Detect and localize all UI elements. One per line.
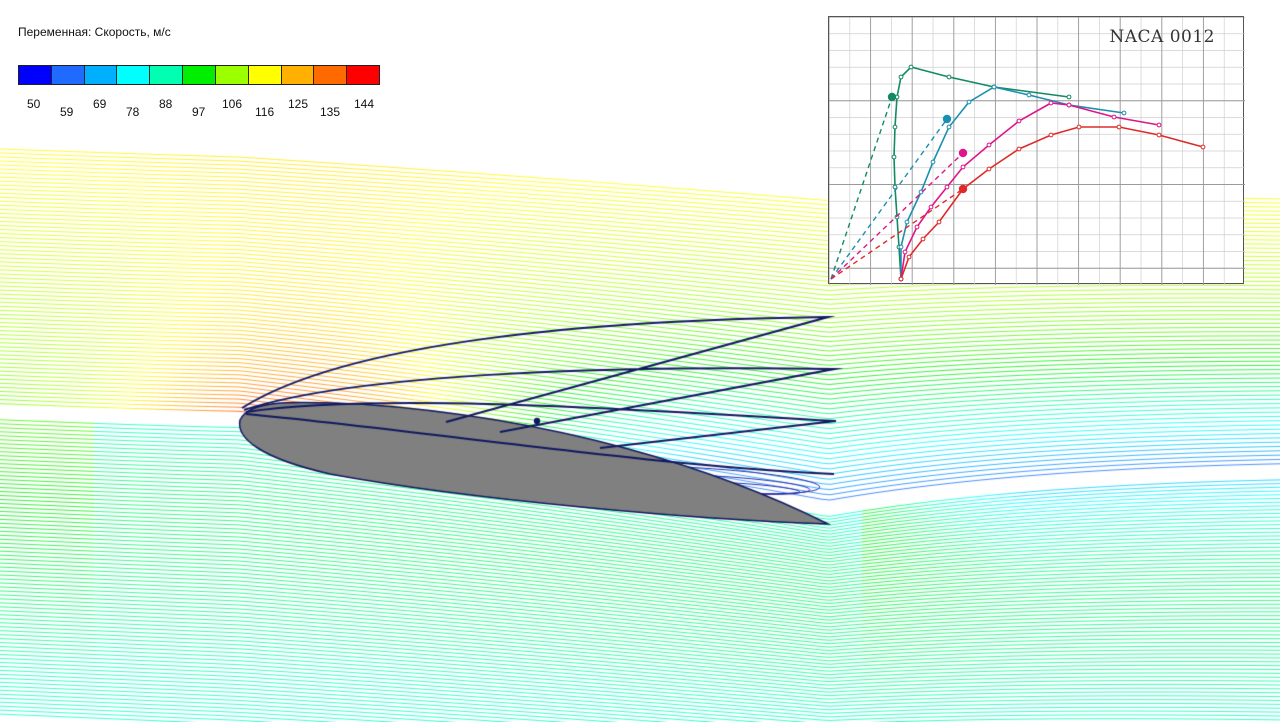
polar-point [986,142,992,148]
polar-optimum-marker [942,114,952,124]
polar-point [1156,132,1162,138]
polar-series-line [900,86,1125,279]
polar-point [1121,110,1127,116]
polar-point [908,64,914,70]
polar-optimum-marker [958,184,968,194]
polar-point [1016,146,1022,152]
polar-point [1016,118,1022,124]
legend-swatch [84,66,118,84]
velocity-legend: Переменная: Скорость, м/с 50 59 69 78 88… [0,0,400,130]
polar-point [991,84,997,90]
polar-plot [829,17,1245,285]
legend-tick: 50 [27,97,41,111]
legend-swatch [117,66,151,84]
polar-point [946,74,952,80]
polar-point [1026,92,1032,98]
polar-tangent-line [830,96,893,280]
legend-tick: 106 [222,97,243,111]
polar-point [946,124,952,130]
polar-tangent-line [830,118,948,280]
polar-point [902,249,908,255]
polar-point [892,124,898,130]
polar-point [966,99,972,105]
polar-point [986,166,992,172]
polar-series-line [900,126,1204,280]
legend-tick: 125 [288,97,309,111]
polar-point [906,254,912,260]
polar-point [928,204,934,210]
legend-title: Переменная: Скорость, м/с [18,25,171,39]
legend-swatch [281,66,315,84]
polar-title: NACA 0012 [1109,27,1215,47]
polar-tangent-line [830,152,964,280]
polar-point [898,276,904,282]
polar-point [1200,144,1206,150]
legend-swatch [215,66,249,84]
legend-tick: 69 [93,97,107,111]
polar-point [1111,114,1117,120]
polar-point [944,184,950,190]
legend-tick: 97 [192,105,206,119]
polar-series-line [900,102,1160,280]
polar-point [920,236,926,242]
legend-tick: 88 [159,97,173,111]
polar-optimum-marker [887,92,897,102]
polar-point [898,244,904,250]
legend-swatch [347,66,379,84]
polar-point [1066,102,1072,108]
legend-swatch [248,66,282,84]
polar-point [904,219,910,225]
legend-tick: 116 [255,105,275,119]
legend-tick: 135 [320,105,341,119]
polar-point [1048,132,1054,138]
polar-point [1156,122,1162,128]
polar-point [892,184,898,190]
legend-tick: 144 [354,97,375,111]
polar-point [1116,124,1122,130]
naca-polar-chart: NACA 0012 [828,16,1245,285]
legend-swatch [150,66,184,84]
legend-tick: 78 [126,105,140,119]
polar-point [898,74,904,80]
polar-point [1066,94,1072,100]
legend-swatch [19,66,52,84]
legend-tick: 59 [60,105,74,119]
legend-swatch [314,66,348,84]
polar-point [1048,100,1054,106]
polar-point [891,154,897,160]
polar-point [960,164,966,170]
polar-series-line [893,66,1070,280]
polar-point [914,224,920,230]
polar-point [930,159,936,165]
legend-swatch [183,66,216,84]
polar-tangent-line [830,188,964,280]
polar-optimum-marker [958,148,968,158]
polar-point [936,219,942,225]
legend-colorbar [18,65,380,85]
legend-swatch [51,66,85,84]
polar-point [1076,124,1082,130]
